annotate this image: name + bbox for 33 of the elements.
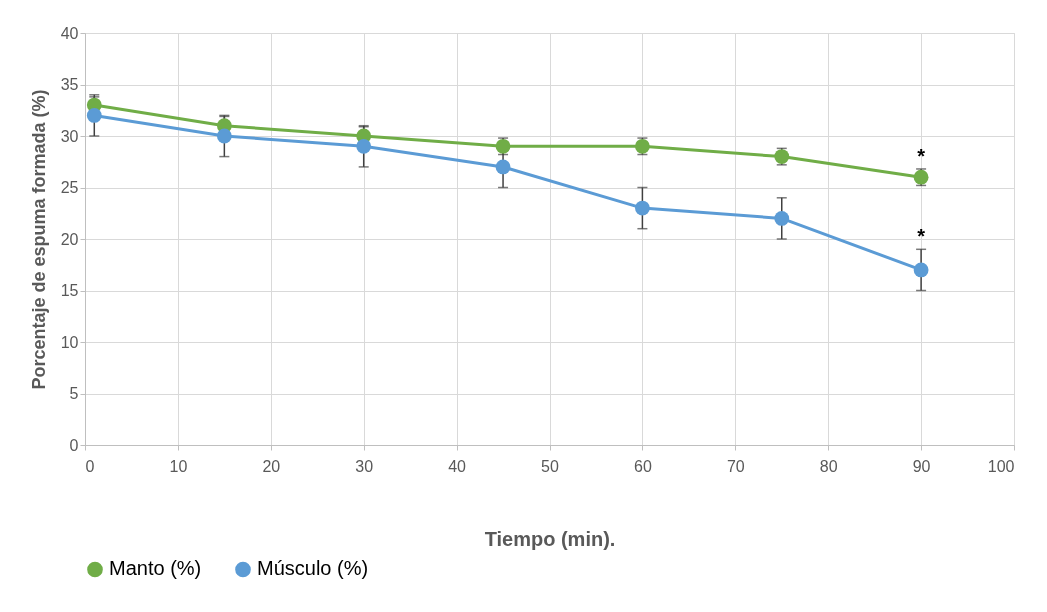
y-tick-label: 5 <box>69 385 79 402</box>
annotation: * <box>917 144 926 167</box>
x-tick-label: 0 <box>85 457 95 475</box>
y-tick-label: 0 <box>69 436 79 454</box>
point <box>774 211 790 226</box>
y-tick-label: 30 <box>60 127 79 145</box>
x-tick-label: 20 <box>262 457 281 475</box>
y-tick-label: 10 <box>60 333 79 351</box>
legend-label: Manto (%) <box>109 557 202 580</box>
point <box>913 262 929 278</box>
x-axis-title: Tiempo (min). <box>484 527 616 550</box>
y-tick-label: 40 <box>60 24 79 42</box>
point <box>86 108 102 123</box>
x-tick-label: 40 <box>448 457 467 475</box>
x-tick-label: 10 <box>169 457 188 475</box>
x-tick-label: 80 <box>819 457 838 475</box>
point <box>495 159 511 175</box>
x-tick-label: 100 <box>987 457 1015 475</box>
annotation: * <box>917 225 926 248</box>
x-tick-label: 30 <box>355 457 374 475</box>
x-tick-label: 50 <box>541 457 559 475</box>
point <box>634 200 650 216</box>
point <box>216 128 232 144</box>
x-tick-label: 60 <box>634 457 652 475</box>
y-axis-title: Porcentaje de espuma formada (%) <box>28 89 49 390</box>
legend-label: Músculo (%) <box>257 557 369 580</box>
y-tick-label: 15 <box>60 282 79 299</box>
y-tick-label: 25 <box>60 179 79 196</box>
x-tick-label: 90 <box>912 457 931 475</box>
y-tick-label: 35 <box>60 76 79 93</box>
point <box>356 138 372 154</box>
x-tick-label: 70 <box>726 457 745 475</box>
y-tick-label: 20 <box>60 230 79 248</box>
